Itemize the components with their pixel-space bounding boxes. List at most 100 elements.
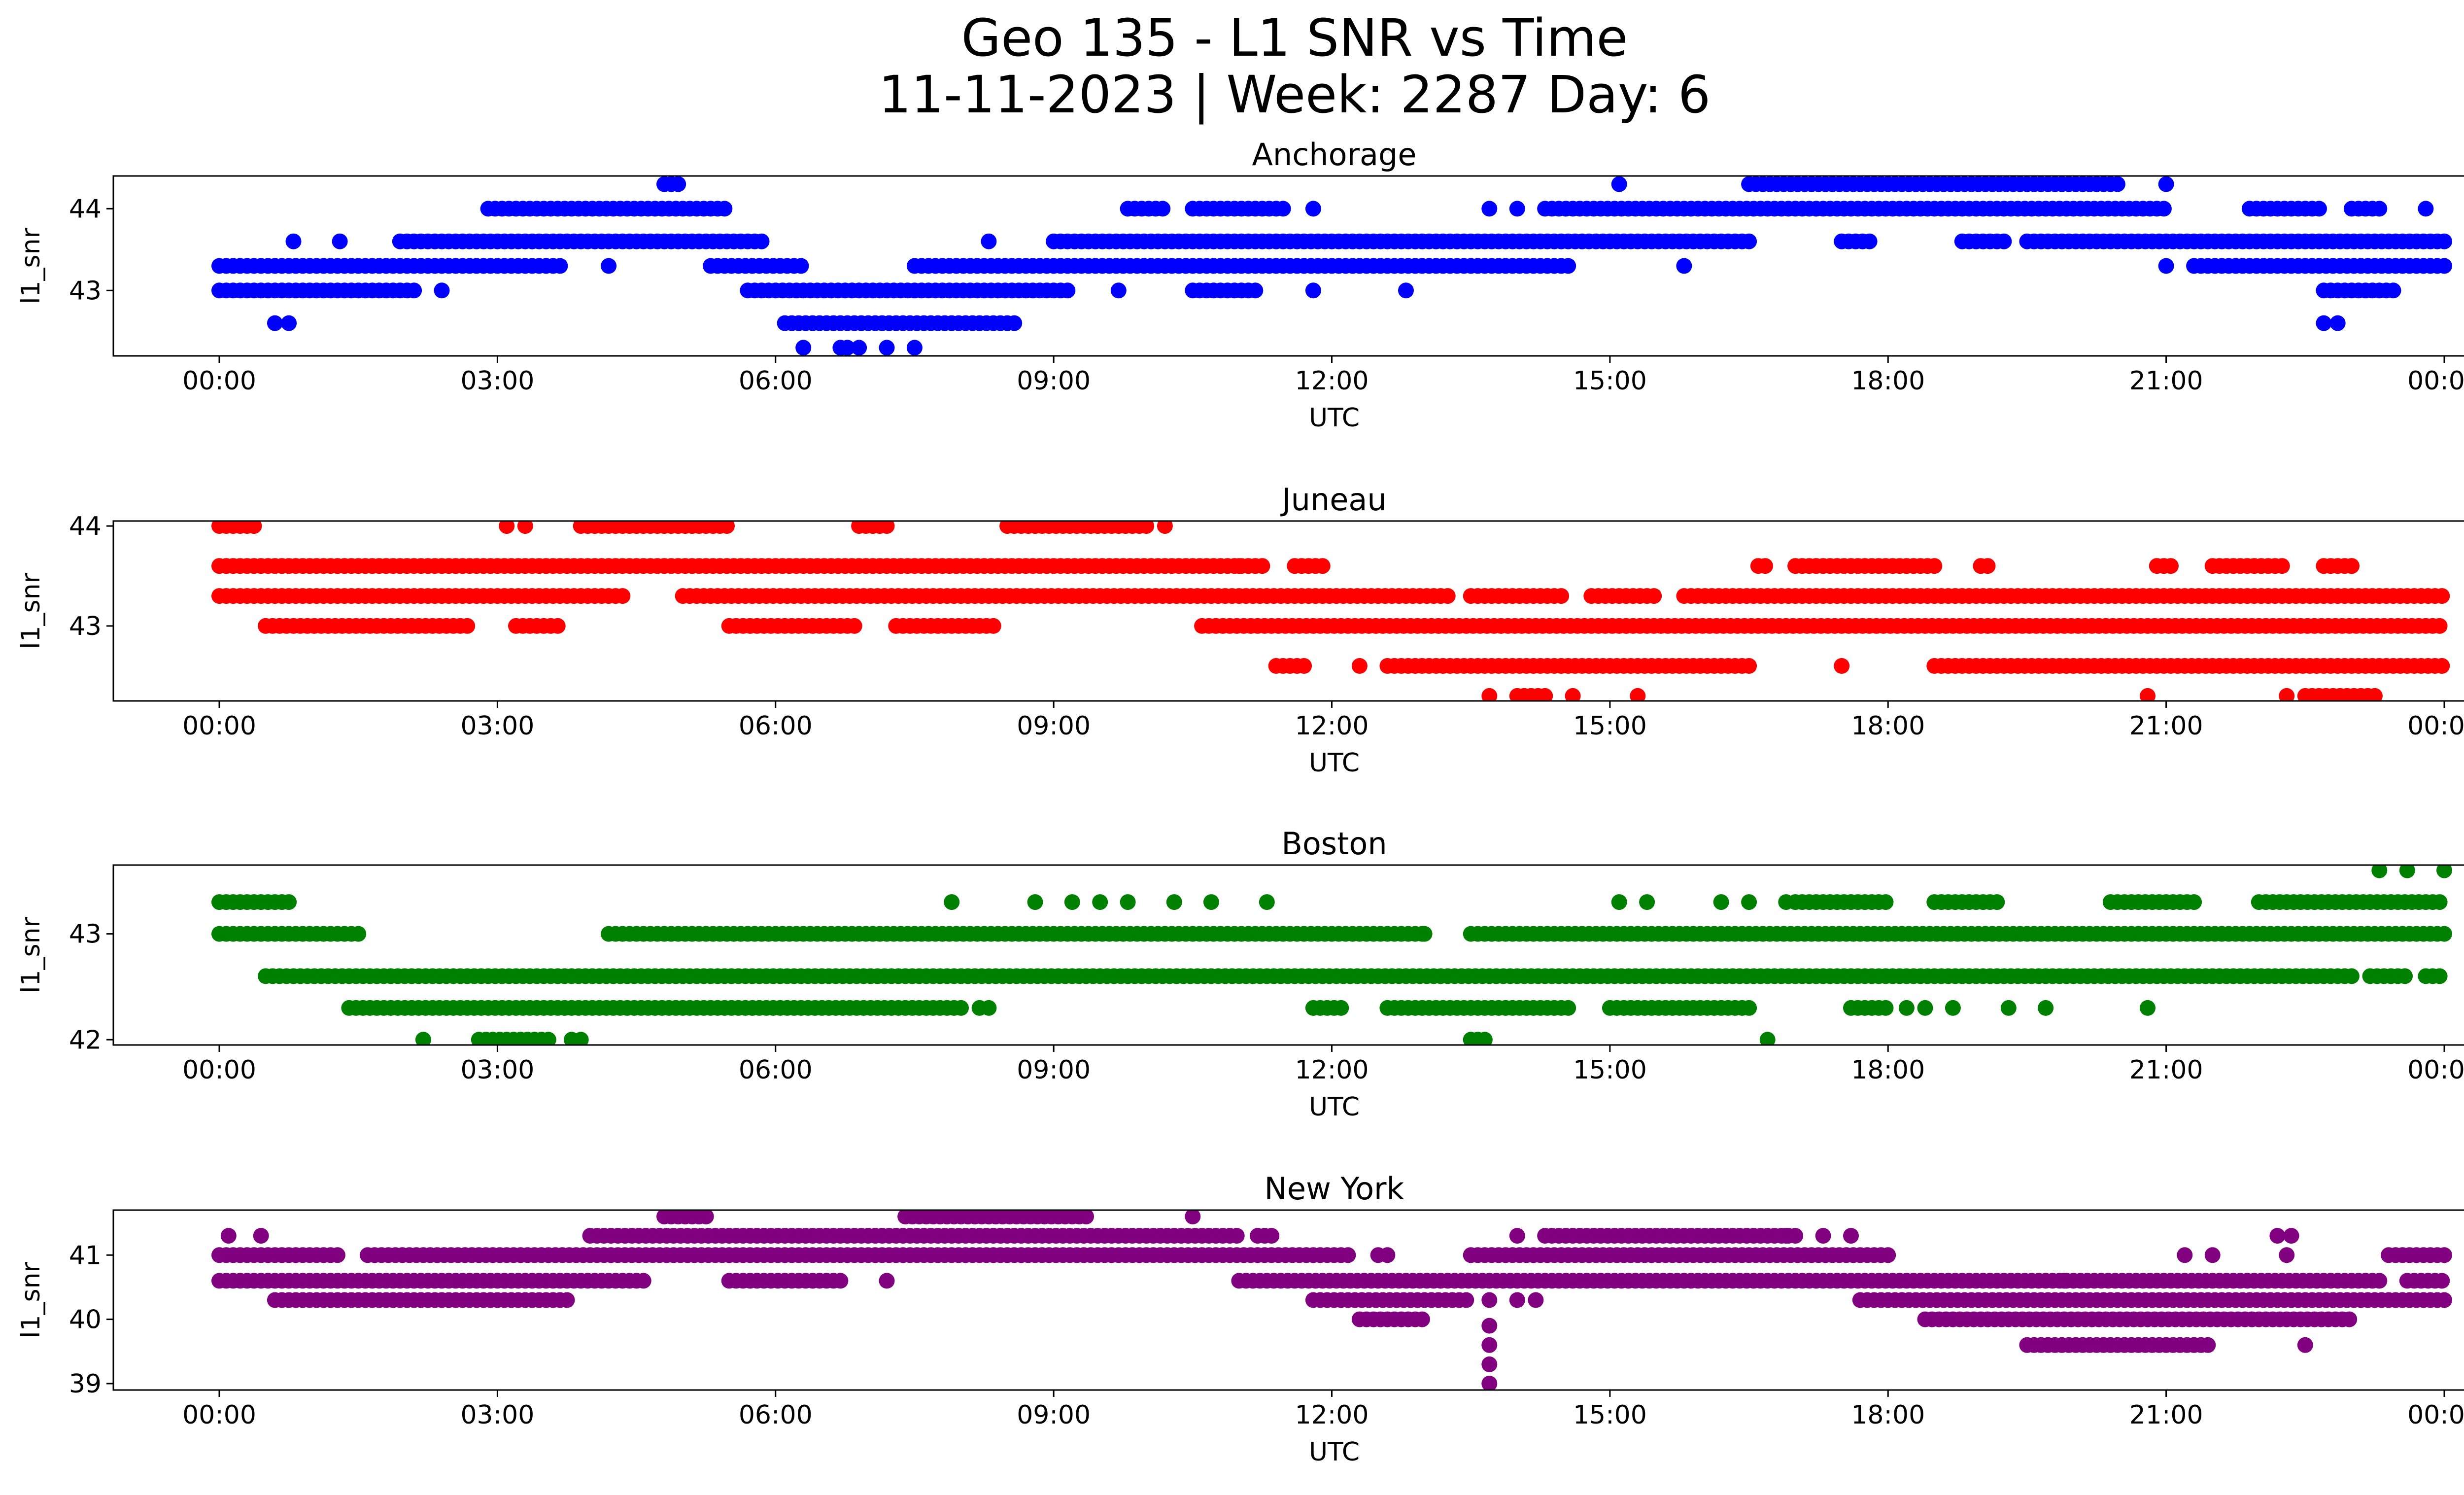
data-point [985,618,1001,634]
data-point [350,926,367,942]
x-tick-label: 00:00 [182,711,256,741]
data-point [1064,894,1080,910]
data-point [1254,558,1270,574]
data-point [851,340,867,356]
data-point [1078,1210,1094,1224]
data-point [2436,1292,2452,1308]
x-tick-label: 21:00 [2129,1400,2203,1430]
data-point [2186,894,2202,910]
data-point [1989,894,2005,910]
y-tick-label: 43 [69,612,102,641]
data-point [1157,521,1173,534]
data-point [2316,315,2332,331]
data-point [1275,201,1291,217]
y-axis-label: l1_snr [16,1261,46,1338]
data-point [1379,1247,1396,1263]
x-tick-label: 09:00 [1017,711,1091,741]
data-point [1006,315,1023,331]
data-point [1481,1337,1498,1353]
subplot-new-york: New York 00:00 03:00 06:00 09:00 12:00 15:00 18… [16,1171,2464,1467]
x-tick-label: 00:00 [2407,711,2464,741]
data-point [540,1032,556,1045]
data-point [2418,201,2434,217]
data-point [1305,201,1321,217]
x-tick-label: 06:00 [739,366,813,396]
data-point [1439,588,1456,604]
data-markers [211,176,2452,356]
data-point [1259,894,1275,910]
axes-frame [112,175,2464,357]
data-point [1264,1228,1280,1244]
data-point [1481,1356,1498,1372]
subplot-title: Juneau [1280,482,1386,518]
data-point [2269,1228,2286,1244]
data-point [1778,894,1794,910]
figure-title-line1: Geo 135 - L1 SNR vs Time [961,8,1628,68]
data-point [953,1000,969,1016]
data-point [1646,588,1662,604]
y-tick-label: 44 [69,512,102,541]
x-tick-label: 09:00 [1017,366,1091,396]
data-point [2436,258,2452,274]
y-tick-label: 43 [69,276,102,306]
y-axis-label: l1_snr [16,916,46,993]
data-point [2311,201,2327,217]
data-point [1630,688,1646,701]
data-point [552,258,568,274]
data-point [1231,558,1247,574]
data-point [753,233,770,249]
y-tick-label: 40 [69,1305,102,1335]
data-point [2431,968,2448,984]
data-point [2140,1000,2156,1016]
y-tick-label: 41 [69,1241,102,1270]
data-point [981,1000,997,1016]
axes-frame [112,520,2464,702]
y-tick-label: 42 [69,1025,102,1055]
x-tick-label: 12:00 [1295,366,1369,396]
data-point [434,282,450,299]
data-point [2329,315,2346,331]
data-point [2436,865,2452,878]
y-axis-label: l1_snr [16,572,46,649]
data-point [1458,1292,1474,1308]
data-point [981,233,997,249]
data-point [1110,282,1127,299]
x-tick-label: 12:00 [1295,1400,1369,1430]
data-point [1843,1228,1859,1244]
data-point [839,340,856,356]
data-point [1481,1292,1498,1308]
data-point [670,176,686,192]
x-axis-label: UTC [1309,1437,1360,1467]
data-point [1861,233,1878,249]
data-point [906,340,923,356]
data-point [1565,688,1581,701]
data-point [253,1228,269,1244]
data-point [406,282,422,299]
data-point [2163,558,2179,574]
x-tick-label: 00:00 [182,366,256,396]
data-point [2274,558,2290,574]
data-point [1185,1210,1201,1224]
x-tick-label: 06:00 [739,711,813,741]
data-point [1560,258,1576,274]
x-axis-label: UTC [1309,403,1360,433]
data-point [795,340,812,356]
data-point [1611,894,1627,910]
data-point [832,1273,849,1289]
data-point [2297,1337,2313,1353]
x-tick-label: 21:00 [2129,1055,2203,1085]
data-point [2385,282,2401,299]
y-axis-label: l1_snr [16,227,46,304]
data-point [1917,1000,1933,1016]
data-point [2436,1247,2452,1263]
data-point [1340,1247,1356,1263]
data-point [1416,926,1433,942]
x-tick-label: 15:00 [1573,711,1647,741]
data-point [1203,894,1219,910]
y-tick-label: 39 [69,1369,102,1399]
data-point [1815,1228,1831,1244]
data-point [1138,521,1155,534]
x-tick-label: 18:00 [1851,1400,1925,1430]
data-point [1713,894,1729,910]
data-point [846,618,862,634]
